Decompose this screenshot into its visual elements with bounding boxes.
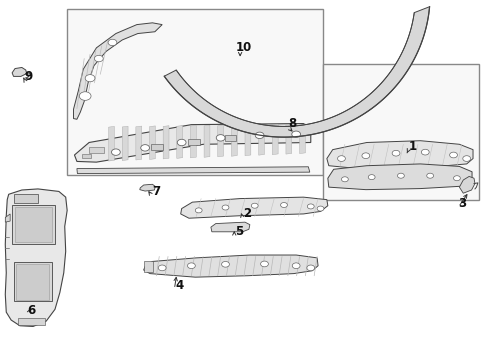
Circle shape [342, 177, 348, 182]
Polygon shape [12, 67, 27, 76]
Polygon shape [164, 7, 430, 137]
Bar [14, 262, 51, 301]
Polygon shape [144, 255, 318, 277]
Circle shape [85, 75, 95, 82]
Polygon shape [181, 197, 328, 218]
Polygon shape [259, 125, 265, 155]
Text: 4: 4 [175, 279, 183, 292]
Bar [89, 148, 104, 153]
Text: 6: 6 [27, 304, 36, 317]
Circle shape [397, 173, 404, 178]
Polygon shape [74, 23, 162, 119]
Circle shape [317, 206, 324, 211]
Bar [16, 264, 49, 300]
Polygon shape [5, 189, 67, 327]
Circle shape [307, 204, 314, 209]
Circle shape [216, 135, 225, 141]
Polygon shape [218, 125, 223, 157]
Polygon shape [286, 124, 292, 154]
Bar [12, 205, 55, 244]
Circle shape [251, 203, 258, 208]
Polygon shape [122, 126, 128, 161]
Circle shape [281, 203, 288, 207]
Polygon shape [177, 126, 183, 158]
Polygon shape [109, 126, 115, 161]
Text: 3: 3 [458, 197, 466, 210]
Circle shape [141, 145, 149, 151]
Circle shape [307, 265, 315, 271]
Bar [323, 64, 479, 200]
Circle shape [292, 131, 300, 138]
Text: 9: 9 [24, 70, 32, 83]
Polygon shape [460, 176, 475, 193]
Polygon shape [191, 125, 196, 158]
Polygon shape [204, 125, 210, 157]
Circle shape [108, 39, 117, 46]
Polygon shape [211, 222, 250, 232]
Polygon shape [5, 214, 10, 222]
Bar [151, 144, 163, 150]
Text: 10: 10 [236, 41, 252, 54]
Circle shape [427, 173, 434, 178]
Circle shape [158, 265, 166, 271]
Polygon shape [140, 184, 155, 191]
Bar [188, 139, 200, 145]
Polygon shape [245, 125, 251, 156]
Bar [15, 207, 52, 242]
Circle shape [79, 92, 91, 100]
Polygon shape [231, 125, 237, 156]
Polygon shape [163, 126, 169, 159]
Circle shape [421, 149, 429, 155]
Bar [19, 318, 45, 325]
Circle shape [255, 132, 264, 139]
Polygon shape [149, 126, 155, 159]
Bar [67, 9, 323, 175]
Circle shape [338, 156, 345, 161]
Polygon shape [299, 124, 305, 154]
Polygon shape [272, 124, 278, 155]
Circle shape [177, 139, 186, 146]
Bar [14, 194, 38, 203]
Text: 7: 7 [152, 185, 160, 198]
Circle shape [362, 153, 370, 158]
Polygon shape [136, 126, 142, 160]
Circle shape [368, 175, 375, 180]
Bar [82, 154, 91, 158]
Circle shape [112, 149, 120, 156]
Text: 8: 8 [289, 117, 297, 130]
Bar [224, 135, 236, 141]
Text: 2: 2 [244, 207, 251, 220]
Bar [144, 261, 153, 272]
Circle shape [222, 205, 229, 210]
Circle shape [292, 263, 300, 269]
Circle shape [95, 55, 103, 62]
Polygon shape [77, 167, 310, 174]
Circle shape [454, 176, 460, 181]
Circle shape [221, 261, 229, 267]
Circle shape [450, 152, 458, 158]
Text: 1: 1 [409, 140, 417, 153]
Circle shape [261, 261, 269, 267]
Circle shape [196, 208, 202, 213]
Polygon shape [327, 141, 473, 169]
Circle shape [392, 150, 400, 156]
Circle shape [188, 263, 196, 269]
Circle shape [463, 156, 470, 161]
Text: 5: 5 [235, 225, 243, 238]
Polygon shape [74, 123, 311, 162]
Polygon shape [328, 164, 472, 190]
